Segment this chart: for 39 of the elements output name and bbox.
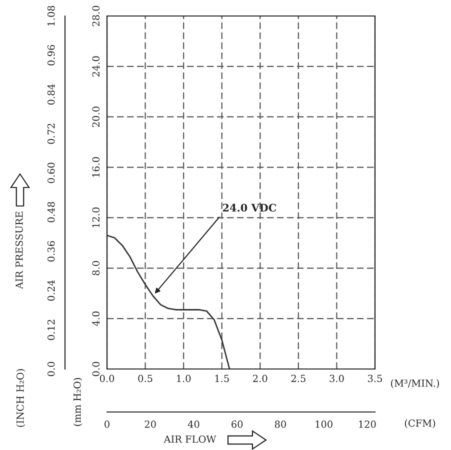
- x2-tick-label: 0: [104, 420, 110, 428]
- x-axis-title: (M³/MIN.): [391, 379, 439, 388]
- x-tick-label: 1.0: [177, 374, 191, 382]
- y-tick-label: 12.0: [92, 208, 100, 228]
- y-tick-label: 28.0: [92, 6, 100, 26]
- text: AIR PRESSURE: [15, 212, 23, 290]
- y-tick-label: 8.0: [92, 261, 100, 276]
- y-tick-label: 20.0: [92, 106, 100, 128]
- y2-tick-label: 0.48: [47, 202, 55, 222]
- y-tick-label: 4.0: [92, 311, 100, 326]
- y2-tick-label: 0.96: [47, 45, 55, 66]
- x2-axis-title: (CFM): [404, 419, 436, 428]
- y2-tick-label: 0.12: [47, 320, 55, 340]
- y2-tick-label: 0.24: [47, 280, 55, 301]
- x2-tick-label: 80: [274, 420, 286, 428]
- x-tick-label: 2.0: [253, 374, 268, 382]
- x-tick-label: 3.5: [368, 374, 382, 382]
- y-axis-title: (mm H₂O): [73, 378, 82, 426]
- x2-tick-label: 40: [188, 420, 200, 428]
- text: 24.0 VDC: [222, 204, 276, 212]
- y-tick-label: 16.0: [92, 157, 100, 177]
- y-tick-label: 24.0: [92, 56, 100, 77]
- x-tick-label: 3.0: [330, 374, 344, 382]
- text: AIR FLOW: [164, 435, 216, 443]
- x2-tick-label: 100: [316, 420, 332, 428]
- x-tick-label: 0.5: [138, 374, 152, 382]
- line-series: [107, 234, 230, 369]
- y2-tick-label: 0.60: [47, 162, 55, 184]
- x-tick-label: 2.5: [291, 374, 306, 382]
- x2-tick-label: 60: [232, 420, 243, 428]
- y2-tick-label: 0.72: [47, 124, 55, 144]
- x-tick-label: 0.0: [100, 374, 114, 382]
- x2-tick-label: 20: [144, 420, 156, 428]
- y2-tick-label: 0.84: [47, 84, 55, 105]
- x2-tick-label: 120: [359, 420, 376, 428]
- y2-axis-title: (INCH H₂O): [16, 369, 26, 427]
- y2-tick-label: 0.36: [47, 241, 55, 262]
- x-tick-label: 1.5: [215, 374, 229, 382]
- y2-tick-label: 1.08: [47, 6, 55, 26]
